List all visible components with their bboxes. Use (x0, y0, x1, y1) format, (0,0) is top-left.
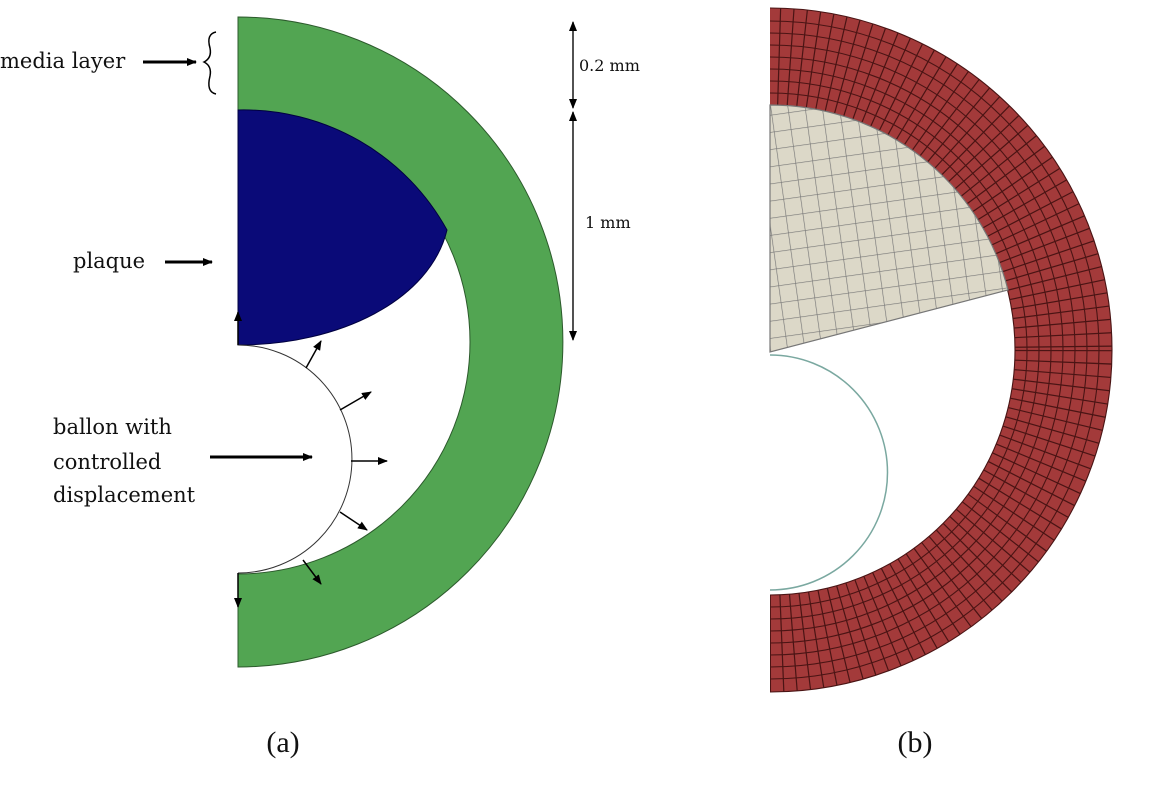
balloon-label: displacement (53, 483, 196, 507)
media-mesh (770, 7, 1113, 693)
balloon-label: ballon with (53, 415, 172, 439)
label-arrows (143, 58, 313, 461)
dimension-label: 0.2 mm (579, 56, 640, 75)
balloon-outline (769, 354, 889, 591)
balloon-label: controlled (53, 450, 161, 474)
plaque-outline (769, 104, 1009, 353)
dimension-label: 1 mm (585, 213, 631, 232)
plaque-shape (237, 109, 448, 346)
media-label: media layer (0, 49, 126, 73)
balloon-shape (237, 344, 353, 574)
caption: (a) (266, 726, 299, 759)
panel-a: media layer plaque ballon with controlle… (0, 16, 640, 759)
plaque-label: plaque (73, 249, 145, 273)
caption: (b) (898, 726, 933, 759)
brace (202, 31, 217, 95)
displacement-arrows (234, 311, 388, 608)
